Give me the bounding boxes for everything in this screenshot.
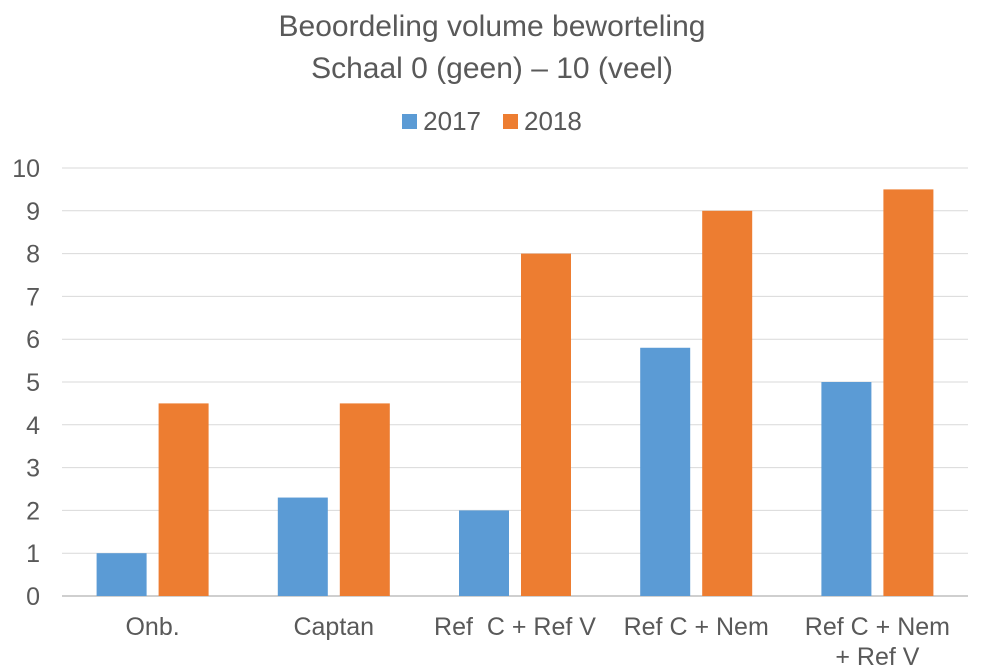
x-tick-label: Ref C + Ref V xyxy=(434,613,596,641)
y-tick-label: 3 xyxy=(26,455,40,483)
bar-2018-2 xyxy=(521,253,571,596)
y-tick-label: 5 xyxy=(26,369,40,397)
chart-title: Beoordeling volume beworteling xyxy=(278,10,706,43)
legend-swatch-2018 xyxy=(503,114,518,129)
bar-2018-4 xyxy=(883,189,934,596)
legend-item-2017: 2017 xyxy=(402,106,481,137)
y-tick-label: 1 xyxy=(26,540,40,568)
legend-item-2018: 2018 xyxy=(503,106,582,137)
y-tick-label: 10 xyxy=(12,155,40,183)
y-tick-label: 0 xyxy=(26,583,40,611)
x-tick-label: Ref C + Nem xyxy=(623,613,769,641)
bar-2017-3 xyxy=(640,347,691,596)
bar-2017-2 xyxy=(459,510,509,596)
y-tick-label: 6 xyxy=(26,326,40,354)
y-tick-label: 8 xyxy=(26,241,40,269)
chart-subtitle: Schaal 0 (geen) – 10 (veel) xyxy=(311,52,673,85)
legend: 2017 2018 xyxy=(0,106,984,137)
x-tick-label: Ref C + Nem + Ref V xyxy=(804,613,950,671)
legend-swatch-2017 xyxy=(402,114,418,129)
y-tick-label: 2 xyxy=(26,497,40,525)
x-tick-label: Captan xyxy=(293,613,375,641)
y-tick-label: 7 xyxy=(26,283,40,311)
bar-2018-0 xyxy=(158,403,209,596)
bar-2018-3 xyxy=(702,210,753,597)
bar-2017-0 xyxy=(96,553,147,596)
legend-label-2017: 2017 xyxy=(423,106,481,136)
x-tick-label: Onb. xyxy=(125,613,180,641)
y-tick-label: 4 xyxy=(26,412,40,440)
bar-2017-4 xyxy=(821,382,872,596)
bar-2017-1 xyxy=(277,497,328,596)
y-tick-label: 9 xyxy=(26,198,40,226)
bar-2018-1 xyxy=(339,403,390,596)
legend-label-2018: 2018 xyxy=(524,106,582,136)
